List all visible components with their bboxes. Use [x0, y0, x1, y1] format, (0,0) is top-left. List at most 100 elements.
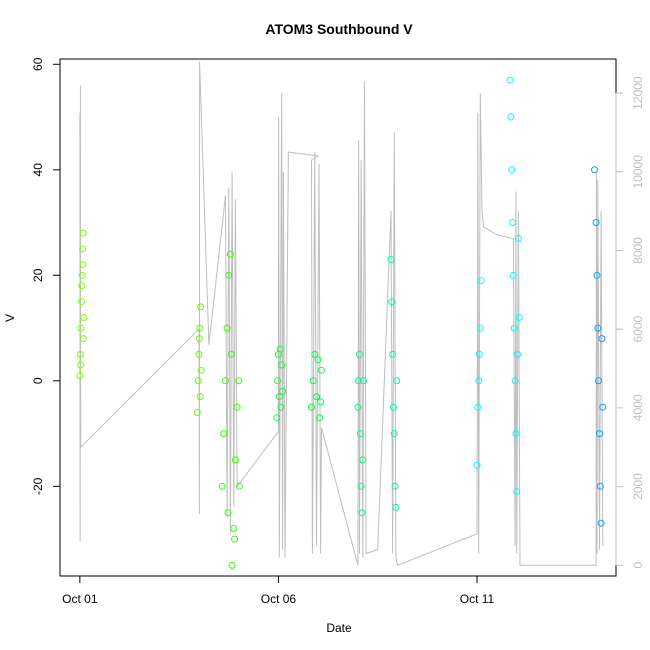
data-point	[79, 335, 87, 343]
data-point	[388, 298, 396, 306]
scatter-series-2	[193, 303, 205, 416]
data-point	[514, 234, 522, 242]
data-point	[226, 250, 234, 258]
data-point	[233, 403, 241, 411]
scatter-series-5	[308, 350, 325, 422]
data-point	[194, 377, 202, 385]
data-point	[196, 324, 204, 332]
y2-tick-label: 6000	[631, 316, 645, 343]
data-point	[389, 350, 397, 358]
data-point	[227, 350, 235, 358]
data-point	[218, 482, 226, 490]
data-point	[597, 519, 605, 527]
data-point	[274, 377, 282, 385]
y2-tick-label: 8000	[631, 237, 645, 264]
data-point	[80, 314, 88, 321]
data-point	[512, 430, 520, 438]
data-point	[78, 298, 85, 306]
scatter-series-10	[591, 166, 607, 527]
scatter-series-1	[76, 229, 88, 379]
data-point	[509, 219, 517, 226]
data-point	[231, 535, 239, 543]
data-point	[511, 377, 519, 385]
data-point	[193, 409, 201, 416]
data-point	[76, 350, 84, 358]
x-axis-label: Date	[326, 621, 352, 635]
data-point	[196, 393, 204, 401]
data-point	[592, 219, 600, 226]
data-point	[79, 245, 87, 253]
data-point	[510, 324, 518, 332]
data-point	[77, 324, 85, 332]
data-point	[389, 403, 397, 411]
y-tick-label: 20	[31, 268, 45, 282]
data-point	[393, 377, 401, 385]
data-point	[514, 350, 521, 358]
data-point	[354, 403, 362, 411]
data-point	[220, 430, 228, 438]
data-point	[77, 361, 85, 369]
scatter-series-4	[273, 345, 287, 422]
data-point	[507, 113, 515, 121]
y2-tick-label: 10000	[631, 155, 645, 189]
data-point	[358, 509, 366, 517]
data-point	[473, 461, 481, 469]
data-point	[236, 482, 243, 490]
data-point	[476, 324, 484, 332]
data-point	[598, 335, 606, 343]
data-point	[231, 456, 239, 464]
data-point	[78, 282, 86, 290]
data-point	[509, 271, 517, 279]
data-point	[279, 387, 287, 395]
data-point	[356, 350, 363, 358]
data-point	[594, 324, 602, 332]
plot-frame	[59, 58, 617, 577]
data-point	[596, 430, 603, 438]
line-layer	[79, 61, 604, 566]
data-point	[235, 377, 243, 385]
x-tick-label: Oct 11	[460, 592, 495, 606]
data-point	[318, 366, 325, 374]
data-point	[599, 403, 607, 411]
data-point	[316, 414, 324, 422]
data-point	[392, 503, 400, 511]
data-point	[277, 403, 285, 411]
chart-title: ATOM3 Southbound V	[265, 21, 413, 37]
data-point	[359, 456, 367, 464]
data-point	[355, 377, 363, 385]
data-point	[273, 414, 281, 422]
scatter-series-6	[354, 350, 368, 517]
data-point	[477, 277, 485, 285]
scatter-series-3	[218, 250, 243, 569]
secondary-series-line	[79, 61, 604, 566]
y2-tick-label: 12000	[631, 76, 645, 110]
data-point	[79, 261, 87, 269]
data-point	[230, 525, 238, 532]
data-point	[357, 482, 365, 490]
scatter-series-7	[387, 256, 401, 511]
data-point	[390, 430, 398, 438]
data-point	[476, 350, 483, 358]
y-tick-label: 60	[31, 57, 45, 71]
data-point	[278, 361, 286, 369]
data-point	[79, 229, 87, 237]
data-point	[313, 393, 320, 401]
data-point	[356, 430, 364, 438]
data-point	[314, 356, 322, 364]
y2-axis: 0 2000 4000 6000 8000 10000 12000	[615, 76, 645, 569]
data-point	[311, 350, 319, 358]
data-point	[474, 403, 482, 411]
y-tick-label: 40	[31, 163, 45, 177]
y2-tick-label: 4000	[631, 394, 645, 421]
data-point	[228, 561, 236, 569]
data-point	[78, 271, 86, 279]
data-point	[596, 482, 604, 490]
y2-tick-label: 0	[631, 562, 645, 569]
data-point	[308, 403, 315, 411]
scatter-series-9	[506, 76, 523, 496]
data-point	[506, 76, 514, 84]
x-tick-label: Oct 01	[62, 592, 98, 606]
x-axis: Oct 01 Oct 06 Oct 11	[62, 575, 495, 606]
scatter-series-8	[473, 277, 485, 469]
